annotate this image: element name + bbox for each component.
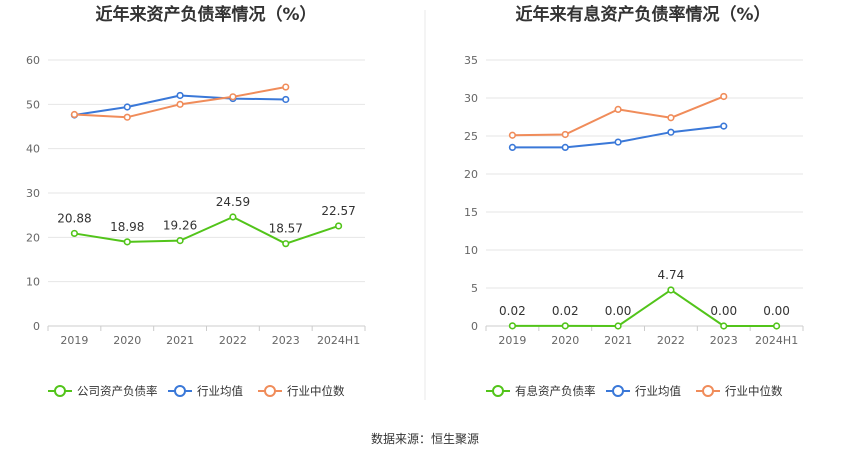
legend-item[interactable]: 公司资产负债率 <box>48 384 158 398</box>
data-point <box>282 83 290 91</box>
legend-marker-icon <box>702 385 714 397</box>
series-line <box>74 215 339 245</box>
data-point <box>720 92 728 101</box>
legend-item[interactable]: 行业中位数 <box>696 384 783 398</box>
y-tick-label: 0 <box>33 320 40 333</box>
legend-item[interactable]: 行业中位数 <box>258 384 345 398</box>
data-point <box>229 93 237 101</box>
x-tick-label: 2023 <box>272 334 300 347</box>
x-tick-label: 2022 <box>657 334 685 347</box>
x-tick-label: 2024H1 <box>317 334 360 347</box>
data-label: 0.00 <box>763 304 790 318</box>
data-point <box>70 229 79 238</box>
chart-title: 近年来资产负债率情况（%） <box>95 4 316 25</box>
data-point <box>123 113 131 121</box>
x-tick-label: 2022 <box>219 334 247 347</box>
data-label: 0.00 <box>605 304 632 318</box>
data-point <box>561 143 569 151</box>
legend-marker-icon <box>174 385 186 397</box>
data-point <box>772 322 781 330</box>
x-tick-label: 2023 <box>710 334 738 347</box>
y-tick-label: 0 <box>471 320 478 333</box>
y-tick-label: 20 <box>26 231 40 244</box>
y-tick-label: 35 <box>464 54 478 67</box>
chart-panel-interest-debt-ratio: 近年来有息资产负债率情况（%） 0 5 10 15 20 25 30 35 2019 2020 202… <box>464 4 804 398</box>
y-tick-label: 10 <box>26 276 40 289</box>
legend-label: 公司资产负债率 <box>77 384 158 398</box>
legend-marker-icon <box>492 385 504 397</box>
data-label: 0.02 <box>499 304 526 318</box>
data-point <box>70 110 79 119</box>
legend-marker-icon <box>264 385 276 397</box>
y-tick-label: 40 <box>26 143 40 156</box>
legend-marker-icon <box>54 385 66 397</box>
series-line <box>512 288 777 327</box>
data-point <box>720 322 728 330</box>
data-point <box>667 128 675 136</box>
data-label: 0.00 <box>710 304 737 318</box>
data-point <box>614 322 622 330</box>
y-tick-label: 20 <box>464 168 478 181</box>
data-point <box>176 91 184 100</box>
data-point <box>282 240 290 248</box>
data-point <box>667 286 675 294</box>
data-label: 19.26 <box>163 219 197 233</box>
y-tick-label: 5 <box>471 282 478 295</box>
y-tick-label: 25 <box>464 130 478 143</box>
data-point <box>508 131 517 139</box>
legend-item[interactable]: 行业均值 <box>168 384 243 398</box>
y-tick-label: 60 <box>26 54 40 67</box>
data-point <box>614 105 622 113</box>
data-point <box>334 222 343 230</box>
x-tick-label: 2024H1 <box>755 334 798 347</box>
x-tick-label: 2021 <box>166 334 194 347</box>
data-point <box>561 130 569 139</box>
data-point <box>508 322 517 330</box>
legend-label: 行业均值 <box>635 384 681 398</box>
chart-title: 近年来有息资产负债率情况（%） <box>515 4 770 25</box>
x-tick-label: 2020 <box>113 334 141 347</box>
data-source-note: 数据来源：恒生聚源 <box>371 431 479 446</box>
data-label: 4.74 <box>658 268 685 282</box>
y-tick-label: 15 <box>464 206 478 219</box>
data-label: 22.57 <box>321 204 355 218</box>
data-point <box>667 114 675 122</box>
data-label: 20.88 <box>57 211 91 225</box>
legend-label: 行业中位数 <box>287 384 345 398</box>
data-point <box>720 122 728 130</box>
legend-item[interactable]: 有息资产负债率 <box>486 384 596 398</box>
legend-marker-icon <box>612 385 624 397</box>
legend-label: 行业中位数 <box>725 384 783 398</box>
data-point <box>229 213 237 221</box>
data-label: 18.57 <box>269 222 303 236</box>
data-point <box>282 95 290 104</box>
data-point <box>176 237 184 245</box>
data-point <box>123 238 131 246</box>
data-point <box>123 103 131 111</box>
y-tick-label: 30 <box>464 92 478 105</box>
x-tick-label: 2019 <box>60 334 88 347</box>
legend-item[interactable]: 行业均值 <box>606 384 681 398</box>
legend-label: 行业均值 <box>197 384 243 398</box>
x-tick-label: 2021 <box>604 334 632 347</box>
data-label: 24.59 <box>216 195 250 209</box>
chart-panel-debt-ratio: 近年来资产负债率情况（%） 0 10 20 30 40 50 60 2019 2020 2021 20… <box>26 4 366 398</box>
legend-label: 有息资产负债率 <box>515 384 596 398</box>
data-label: 0.02 <box>552 304 579 318</box>
y-tick-label: 50 <box>26 98 40 111</box>
data-point <box>176 100 184 108</box>
data-point <box>614 138 622 146</box>
data-point <box>561 322 569 330</box>
x-tick-label: 2020 <box>551 334 579 347</box>
y-tick-label: 10 <box>464 244 478 257</box>
x-tick-label: 2019 <box>498 334 526 347</box>
data-label: 18.98 <box>110 220 144 234</box>
data-point <box>508 143 517 151</box>
y-tick-label: 30 <box>26 187 40 200</box>
